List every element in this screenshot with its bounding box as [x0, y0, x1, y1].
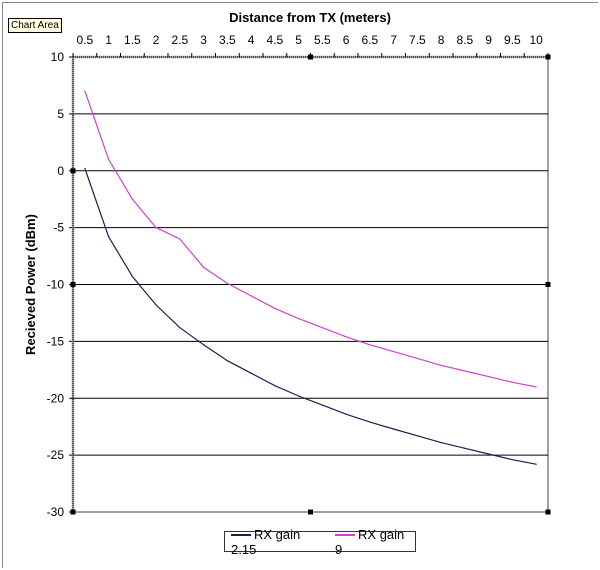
chart-title: Distance from TX (meters)	[229, 10, 391, 25]
x-tick-label: 9.5	[504, 33, 521, 47]
x-tick-label: 3.5	[219, 33, 236, 47]
x-tick-label: 2.5	[172, 33, 189, 47]
data-point-0	[321, 404, 323, 406]
chart-area-tooltip: Chart Area	[8, 18, 62, 33]
legend-label-1: RX gain 9	[335, 526, 405, 557]
x-tick-label: 0.5	[77, 33, 94, 47]
data-point-0	[416, 435, 418, 437]
data-point-0	[369, 421, 371, 423]
data-point-1	[393, 351, 395, 353]
data-point-0	[488, 453, 490, 455]
data-point-0	[84, 167, 86, 170]
x-tick-label: 6	[343, 33, 350, 47]
data-point-1	[274, 307, 276, 309]
data-point-0	[179, 327, 181, 329]
data-point-0	[298, 395, 300, 397]
x-tick-label: 8.5	[457, 33, 474, 47]
selection-handle	[70, 509, 76, 515]
data-point-0	[274, 385, 276, 387]
x-tick-label: 7	[390, 33, 397, 47]
data-point-1	[416, 357, 418, 360]
data-point-0	[226, 360, 228, 362]
data-point-1	[511, 381, 513, 383]
data-point-0	[345, 413, 347, 415]
series-line-1	[84, 90, 537, 388]
y-tick-label: -20	[47, 391, 65, 405]
x-tick-label: 4	[248, 33, 255, 47]
x-tick-label: 1	[105, 33, 112, 47]
data-point-1	[440, 364, 442, 366]
x-tick-label: 1.5	[124, 33, 141, 47]
y-axis-label: Recieved Power (dBm)	[23, 214, 38, 355]
data-point-1	[321, 327, 323, 329]
legend-item-1: RX gain 9	[335, 527, 415, 557]
x-tick-label: 8	[438, 33, 445, 47]
data-point-0	[108, 236, 110, 238]
x-tick-label: 9	[485, 33, 492, 47]
data-point-1	[108, 158, 110, 160]
data-point-1	[226, 282, 228, 284]
selection-handle	[308, 54, 313, 60]
data-point-1	[250, 295, 252, 297]
data-point-0	[131, 275, 133, 278]
y-tick-label: 10	[51, 50, 65, 64]
data-point-1	[488, 376, 490, 378]
data-point-0	[464, 447, 466, 449]
x-tick-label: 3	[200, 33, 207, 47]
data-point-0	[440, 442, 442, 444]
y-tick-label: -25	[47, 448, 65, 462]
x-tick-label: 7.5	[409, 33, 426, 47]
series-line-0	[84, 168, 537, 465]
data-point-1	[464, 370, 466, 372]
selection-handle	[70, 282, 76, 287]
data-point-1	[131, 198, 133, 200]
x-tick-label: 2	[153, 33, 160, 47]
legend-item-0: RX gain 2.15	[231, 527, 329, 557]
y-tick-label: -30	[47, 505, 65, 519]
data-point-1	[84, 90, 86, 92]
legend-label-0: RX gain 2.15	[231, 526, 301, 557]
data-point-0	[250, 372, 252, 374]
data-point-1	[345, 336, 347, 338]
x-tick-label: 10	[529, 33, 543, 47]
data-point-0	[535, 463, 537, 465]
y-tick-label: 5	[57, 107, 64, 121]
data-point-1	[203, 266, 205, 269]
data-point-0	[511, 459, 513, 461]
data-point-1	[298, 318, 300, 320]
legend-swatch-0	[231, 534, 251, 537]
x-tick-label: 5.5	[314, 33, 331, 47]
data-point-1	[179, 238, 181, 240]
y-tick-label: -10	[47, 278, 65, 292]
data-point-1	[155, 227, 157, 229]
x-tick-label: 5	[295, 33, 302, 47]
data-point-1	[535, 386, 537, 388]
y-tick-label: 0	[57, 164, 64, 178]
selection-handle	[545, 282, 551, 287]
legend-swatch-1	[335, 534, 356, 537]
y-tick-label: -15	[47, 334, 65, 348]
selection-handle	[308, 509, 313, 515]
data-point-0	[393, 428, 395, 430]
data-point-1	[369, 344, 371, 346]
legend[interactable]: RX gain 2.15 RX gain 9	[224, 527, 416, 557]
x-tick-label: 4.5	[267, 33, 284, 47]
selection-handle	[70, 168, 76, 174]
data-point-0	[155, 304, 157, 306]
y-tick-label: -5	[53, 221, 64, 235]
data-point-0	[203, 344, 205, 346]
x-tick-label: 6.5	[362, 33, 379, 47]
selection-handle	[545, 509, 551, 515]
selection-handle	[545, 54, 551, 60]
